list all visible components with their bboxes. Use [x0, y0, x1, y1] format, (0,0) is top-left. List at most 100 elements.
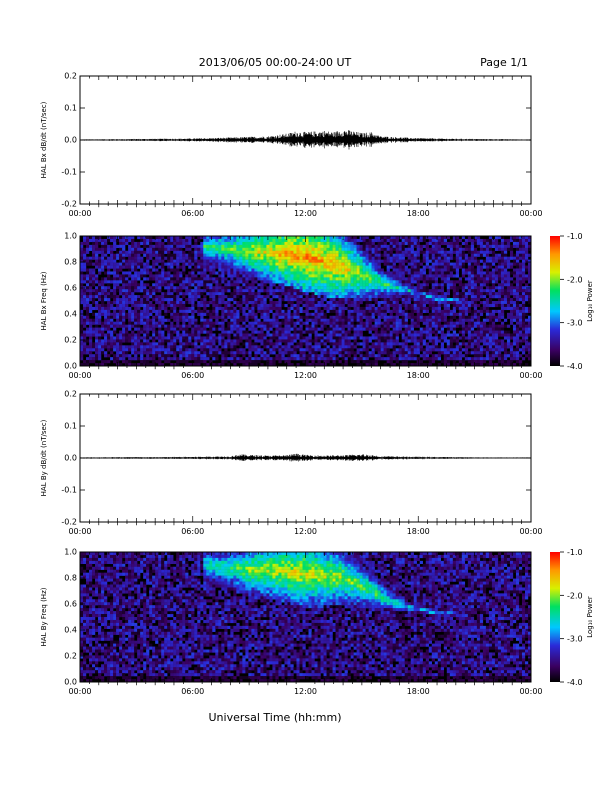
spectrogram-cell: [209, 262, 213, 266]
spectrogram-cell: [269, 345, 273, 349]
spectrogram-cell: [245, 360, 249, 364]
spectrogram-cell: [389, 250, 393, 254]
spectrogram-cell: [323, 265, 327, 269]
spectrogram-cell: [104, 271, 108, 275]
spectrogram-cell: [425, 321, 429, 325]
spectrogram-cell: [257, 309, 261, 314]
spectrogram-cell: [317, 262, 321, 266]
spectrogram-cell: [302, 336, 306, 340]
spectrogram-cell: [323, 339, 327, 343]
spectrogram-cell: [443, 333, 448, 337]
spectrogram-cell: [287, 342, 291, 346]
spectrogram-cell: [296, 309, 300, 314]
spectrogram-cell: [221, 327, 225, 331]
spectrogram-cell: [323, 238, 327, 243]
spectrogram-cell: [125, 298, 129, 302]
spectrogram-cell: [119, 236, 123, 240]
spectrogram-cell: [365, 250, 369, 254]
spectrogram-cell: [260, 253, 264, 257]
spectrogram-cell: [128, 274, 132, 278]
spectrogram-cell: [272, 321, 276, 325]
spectrogram-cell: [410, 280, 414, 284]
spectrogram-cell: [434, 253, 438, 257]
spectrogram-cell: [278, 348, 282, 352]
spectrogram-cell: [233, 274, 237, 278]
spectrogram-cell: [383, 303, 387, 308]
spectrogram-cell: [212, 363, 216, 367]
spectrogram-cell: [326, 318, 330, 322]
spectrogram-cell: [347, 253, 351, 257]
spectrogram-cell: [374, 324, 378, 328]
spectrogram-cell: [245, 318, 249, 322]
spectrogram-cell: [332, 277, 336, 281]
spectrogram-cell: [242, 289, 246, 293]
spectrogram-cell: [302, 277, 306, 281]
spectrogram-cell: [335, 274, 339, 278]
spectrogram-cell: [314, 253, 318, 257]
spectrogram-cell: [269, 342, 273, 346]
spectrogram-cell: [350, 253, 354, 257]
spectrogram-cell: [254, 306, 258, 311]
spectrogram-cell: [95, 330, 99, 334]
spectrogram-cell: [203, 247, 207, 251]
spectrogram-cell: [287, 306, 291, 311]
spectrogram-cell: [371, 256, 375, 260]
spectrogram-cell: [413, 274, 417, 278]
spectrogram-cell: [302, 348, 306, 352]
spectrogram-cell: [371, 336, 375, 340]
spectrogram-cell: [368, 256, 372, 260]
spectrogram-cell: [245, 244, 249, 249]
spectrogram-cell: [188, 280, 192, 284]
spectrogram-cell: [95, 348, 99, 352]
spectrogram-cell: [299, 345, 303, 349]
spectrogram-cell: [176, 360, 180, 364]
spectrogram-cell: [176, 286, 180, 290]
spectrogram-cell: [113, 339, 117, 343]
spectrogram-cell: [176, 327, 180, 331]
spectrogram-cell: [272, 238, 276, 243]
spectrogram-cell: [116, 301, 120, 305]
spectrogram-cell: [125, 262, 129, 266]
spectrogram-cell: [311, 262, 315, 266]
spectrogram-cell: [335, 324, 339, 328]
spectrogram-cell: [188, 333, 192, 337]
spectrogram-cell: [86, 315, 90, 319]
spectrogram-cell: [122, 289, 126, 293]
spectrogram-cell: [371, 289, 375, 293]
spectrogram-cell: [431, 274, 435, 278]
spectrogram-cell: [113, 274, 117, 278]
spectrogram-cell: [215, 241, 219, 246]
spectrogram-cell: [239, 327, 243, 331]
spectrogram-cell: [437, 289, 441, 293]
spectrogram-cell: [449, 312, 454, 316]
spectrogram-cell: [194, 357, 198, 361]
spectrogram-cell: [86, 292, 90, 296]
spectrogram-cell: [158, 336, 162, 340]
spectrogram-cell: [416, 286, 420, 290]
spectrogram-cell: [347, 259, 351, 263]
spectrogram-cell: [311, 274, 315, 278]
spectrogram-cell: [389, 303, 393, 308]
spectrogram-cell: [332, 289, 336, 293]
spectrogram-cell: [167, 345, 171, 349]
spectrogram-cell: [443, 301, 448, 305]
spectrogram-cell: [329, 265, 333, 269]
spectrogram-cell: [431, 280, 435, 284]
spectrogram-cell: [425, 241, 429, 246]
spectrogram-cell: [80, 351, 84, 355]
spectrogram-cell: [362, 324, 366, 328]
spectrogram-cell: [125, 348, 129, 352]
spectrogram-cell: [323, 250, 327, 254]
spectrogram-cell: [299, 268, 303, 272]
spectrogram-cell: [371, 309, 375, 314]
spectrogram-cell: [332, 301, 336, 305]
spectrogram-cell: [362, 292, 366, 296]
spectrogram-cell: [185, 280, 189, 284]
spectrogram-cell: [191, 292, 195, 296]
spectrogram-cell: [275, 277, 279, 281]
spectrogram-cell: [323, 262, 327, 266]
spectrogram-cell: [206, 286, 210, 290]
spectrogram-cell: [368, 363, 372, 367]
spectrogram-cell: [155, 306, 159, 311]
spectrogram-cell: [236, 295, 240, 299]
